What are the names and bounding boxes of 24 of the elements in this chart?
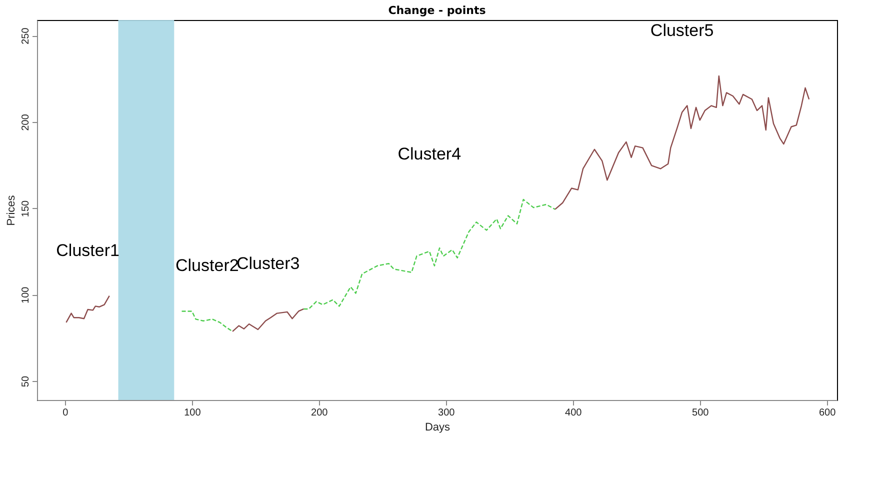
line-series: [66, 295, 110, 324]
x-tick-label: 0: [62, 408, 69, 418]
annotation: Cluster4: [398, 144, 462, 164]
y-tick-label: 50: [20, 376, 32, 388]
annotation: Cluster2: [176, 256, 239, 276]
y-tick-label: 100: [20, 286, 32, 304]
x-tick-label: 500: [692, 408, 710, 418]
x-tick-label: 400: [565, 408, 582, 418]
x-axis-title: Days: [424, 422, 451, 434]
x-tick-label: 200: [311, 408, 328, 418]
line-series: [232, 308, 304, 332]
x-tick-label: 100: [184, 408, 202, 418]
x-tick-label: 600: [818, 408, 836, 418]
x-tick-label: 300: [438, 408, 456, 418]
annotation: Cluster5: [650, 20, 714, 40]
y-tick-label: 200: [20, 114, 32, 131]
line-series: [303, 198, 556, 310]
chart-title: Change - points: [388, 4, 486, 17]
annotation: Cluster1: [56, 240, 120, 260]
y-axis-title: Prices: [6, 194, 18, 226]
y-tick-label: 150: [20, 200, 32, 218]
line-series: [554, 75, 810, 210]
y-tick-label: 250: [20, 27, 32, 44]
line-series: [181, 310, 234, 332]
